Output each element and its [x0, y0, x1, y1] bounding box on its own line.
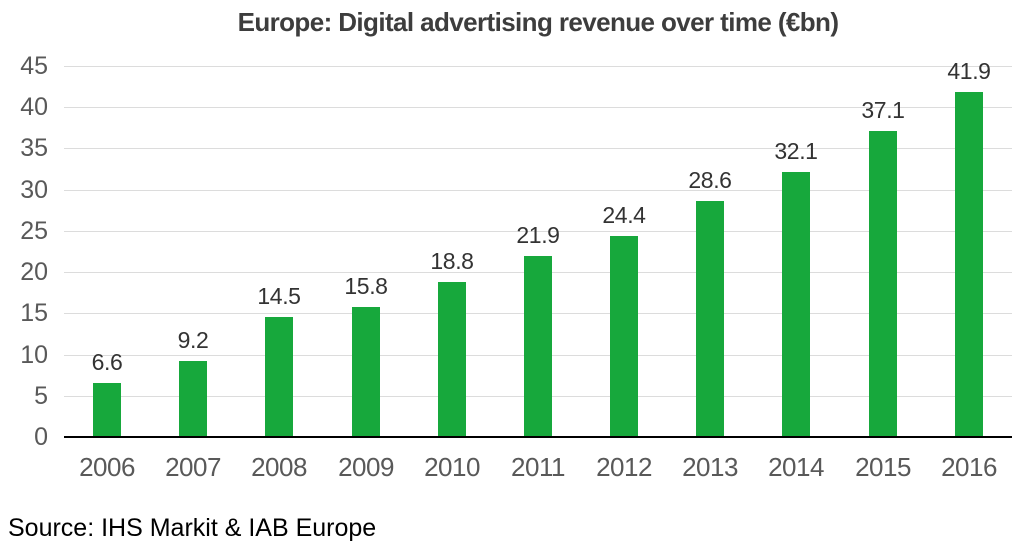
bar-value-label: 37.1: [861, 97, 905, 123]
bar-value-label: 18.8: [430, 248, 474, 274]
y-axis-tick-label: 40: [20, 93, 48, 121]
bar: [610, 236, 638, 437]
x-axis-tick-label: 2013: [682, 452, 738, 482]
gridline: [64, 231, 1012, 232]
x-axis-tick-label: 2008: [251, 452, 307, 482]
bar-value-label: 24.4: [602, 202, 646, 228]
y-axis-tick-label: 25: [20, 217, 48, 245]
bar-group: 41.9: [926, 58, 1012, 437]
bar-value-label: 9.2: [177, 327, 209, 353]
bar-group: 21.9: [495, 66, 581, 437]
plot-area: 6.6 9.2 14.5 15.8 18.8 21.9 24.4 28.6 32.1 37.1 41…: [64, 58, 1012, 438]
bar: [179, 361, 207, 437]
bar-group: 24.4: [581, 66, 667, 437]
bar: [438, 282, 466, 437]
bar: [869, 131, 897, 437]
y-axis-tick-label: 35: [20, 134, 48, 162]
y-axis-tick-label: 10: [20, 341, 48, 369]
bar: [524, 256, 552, 437]
x-axis-tick-label: 2014: [768, 452, 824, 482]
y-axis-tick-label: 15: [20, 299, 48, 327]
y-axis-tick-label: 0: [34, 423, 48, 451]
bar: [782, 172, 810, 437]
y-axis-tick-label: 5: [34, 382, 48, 410]
gridline: [64, 148, 1012, 149]
bar-group: 37.1: [840, 66, 926, 437]
x-axis-tick-label: 2016: [941, 452, 997, 482]
x-axis-tick-label: 2012: [596, 452, 652, 482]
x-axis-tick-label: 2009: [338, 452, 394, 482]
bar-value-label: 14.5: [257, 283, 301, 309]
bar-value-label: 28.6: [688, 167, 732, 193]
chart-title: Europe: Digital advertising revenue over…: [237, 7, 839, 37]
source-note: Source: IHS Markit & IAB Europe: [8, 514, 377, 542]
y-axis-tick-label: 30: [20, 176, 48, 204]
bar-group: 9.2: [150, 66, 236, 437]
bar-value-label: 6.6: [91, 349, 123, 375]
x-axis-line: [64, 436, 1012, 438]
x-axis-tick-label: 2006: [79, 452, 135, 482]
bar-group: 6.6: [64, 66, 150, 437]
bar-value-label: 32.1: [774, 138, 818, 164]
gridline: [64, 66, 1012, 67]
x-axis-tick-label: 2007: [165, 452, 221, 482]
x-axis-tick-label: 2015: [855, 452, 911, 482]
gridline: [64, 107, 1012, 108]
bar-group: 14.5: [236, 66, 322, 437]
bar: [265, 317, 293, 437]
bar: [955, 92, 983, 437]
bar-value-label: 15.8: [344, 273, 388, 299]
bar-group: 15.8: [323, 66, 409, 437]
bar: [93, 383, 121, 437]
bar-group: 18.8: [409, 66, 495, 437]
bar: [352, 307, 380, 437]
x-axis-tick-label: 2010: [424, 452, 480, 482]
bar-value-label: 21.9: [516, 222, 560, 248]
x-axis-tick-label: 2011: [511, 452, 565, 482]
bar-group: 32.1: [753, 66, 839, 437]
gridline: [64, 190, 1012, 191]
bar: [696, 201, 724, 437]
bar-group: 28.6: [667, 66, 753, 437]
y-axis-tick-label: 20: [20, 258, 48, 286]
bar-value-label: 41.9: [947, 58, 991, 84]
y-axis-tick-label: 45: [20, 52, 48, 80]
